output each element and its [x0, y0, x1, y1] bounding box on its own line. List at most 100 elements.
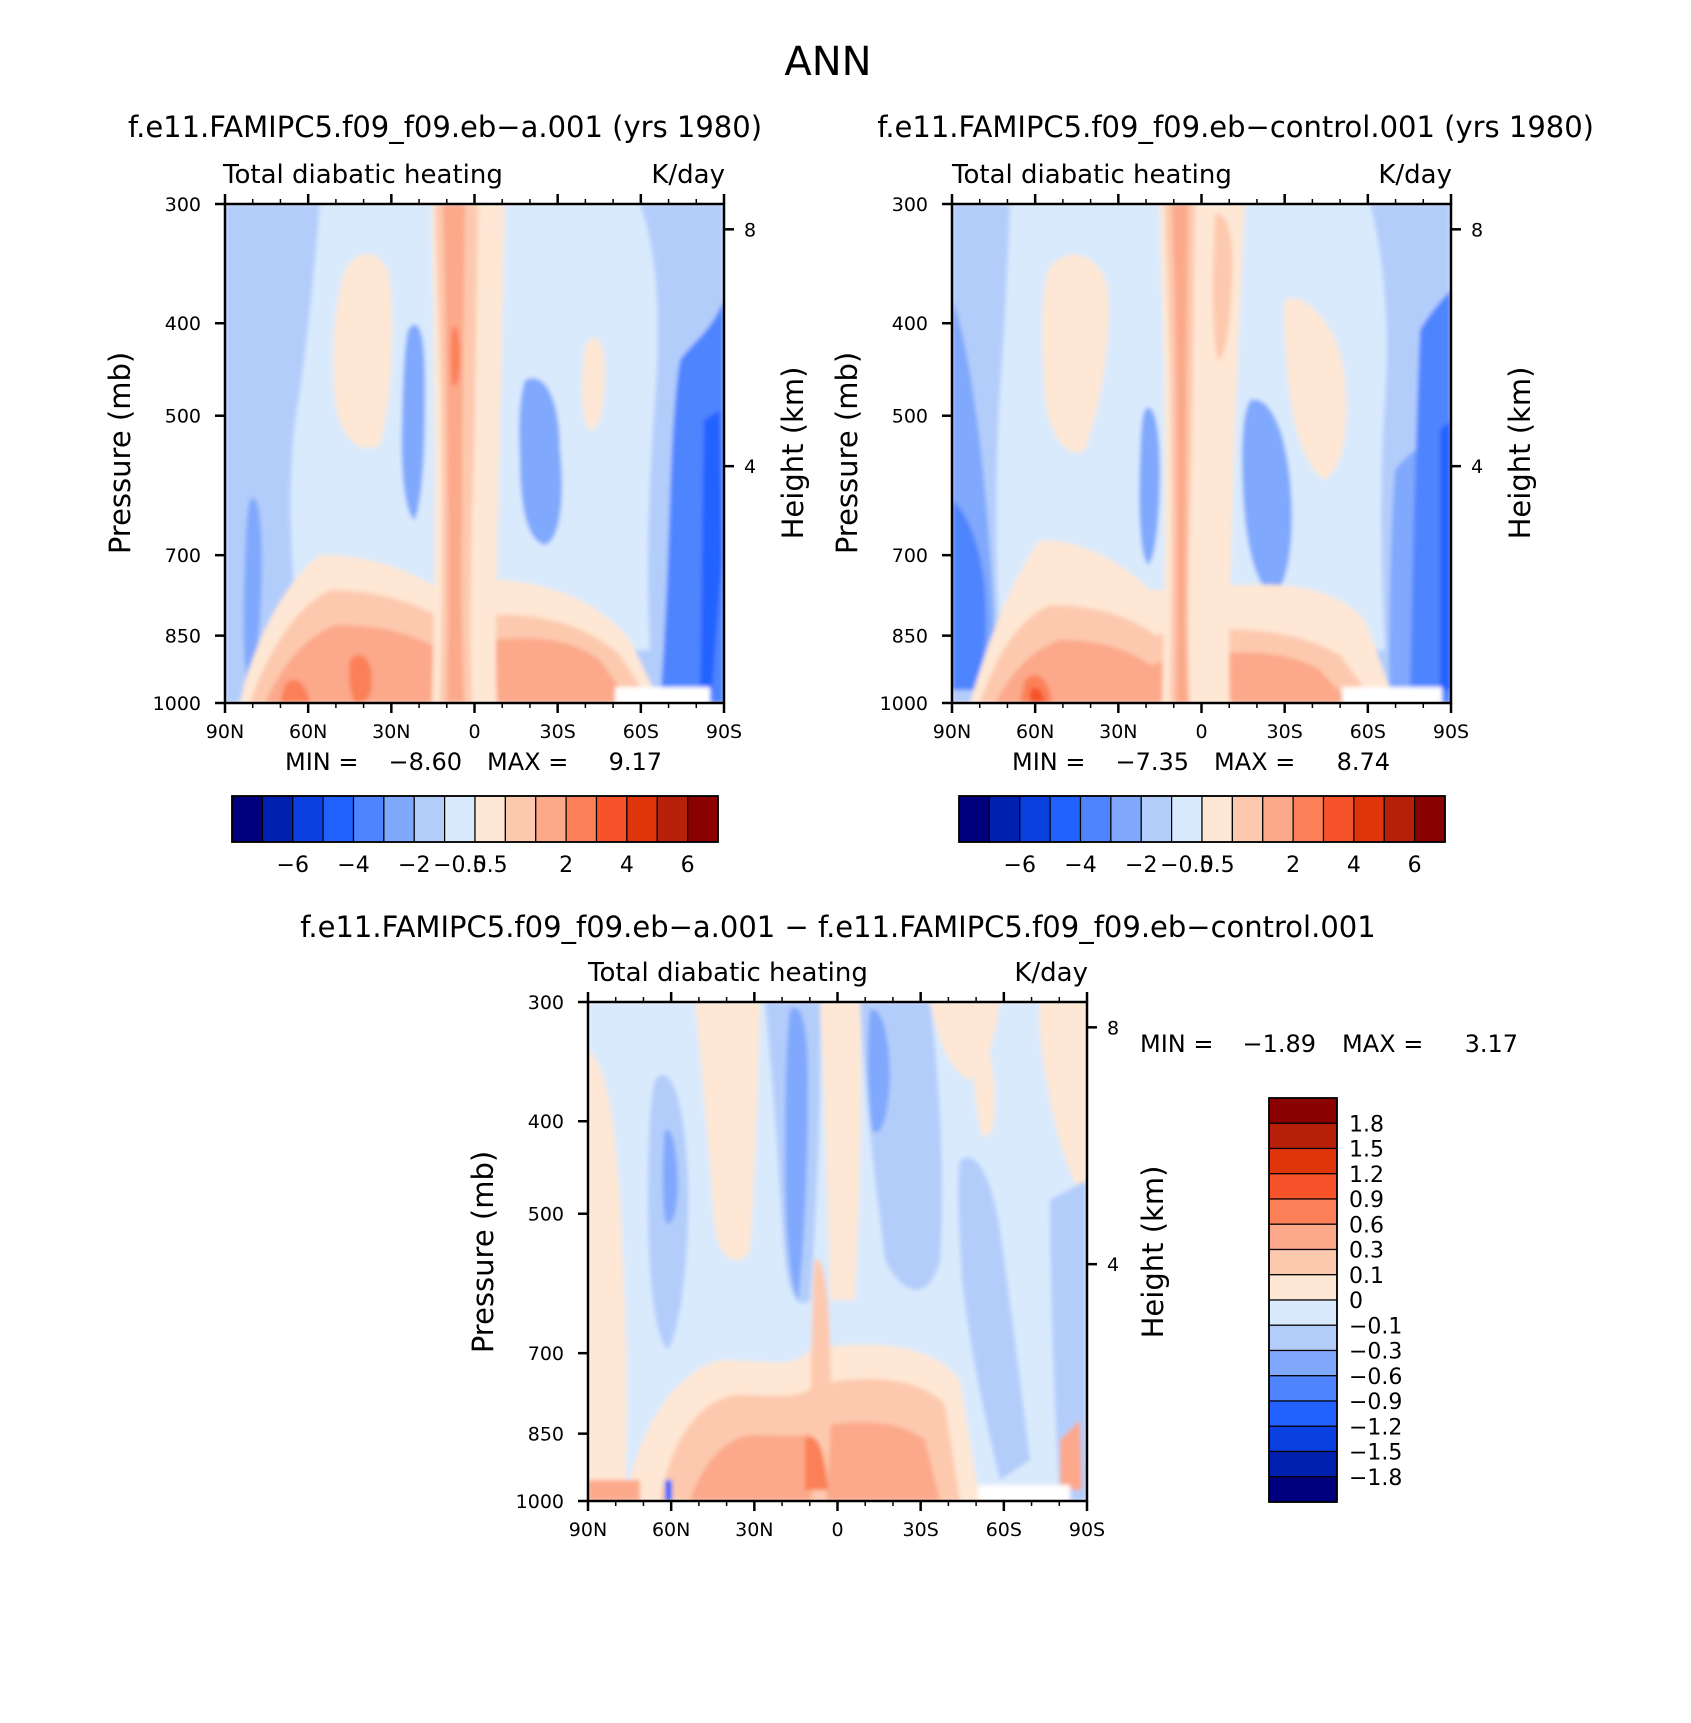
panel-a-max-label: MAX =: [487, 748, 568, 776]
panel-a-field: [225, 204, 724, 703]
panel-b-colorbar: −6 −4 −2 −0.50.5 2 4 6: [958, 795, 1446, 878]
panel-b-ylabel-right: Height (km): [1503, 367, 1537, 540]
colorbar-box: [292, 795, 324, 843]
colorbar-label: 0.5: [473, 853, 508, 878]
colorbar-box: [1171, 795, 1203, 843]
y-tick-label: 500: [892, 406, 928, 428]
panel-a-field-blue-sw: [243, 498, 262, 690]
panel-a-field-missing: [615, 687, 710, 703]
x-tick-label: 30S: [903, 1519, 939, 1541]
colorbar-box: [565, 795, 598, 843]
panel-b-max-label: MAX =: [1214, 748, 1295, 776]
y-tick-label: 1000: [153, 693, 201, 715]
colorbar-box: [1268, 1476, 1338, 1503]
colorbar-box: [322, 795, 355, 843]
panel-a: f.e11.FAMIPC5.f09_f09.eb−a.001 (yrs 1980…: [103, 110, 810, 878]
colorbar-label: 0.6: [1349, 1213, 1384, 1238]
x-tick-label: 60S: [623, 721, 659, 743]
colorbar-box: [1019, 795, 1051, 843]
panel-c-title: f.e11.FAMIPC5.f09_f09.eb−a.001 − f.e11.F…: [300, 910, 1375, 944]
colorbar-label: −0.6: [1349, 1365, 1402, 1390]
panel-a-axes: 90N 60N 30N 0 30S 60S 90S 300 400 500 700 850 1000 8 4: [153, 194, 756, 743]
x-tick-label: 0: [468, 721, 480, 743]
panel-a-ylabel: Pressure (mb): [103, 352, 137, 554]
colorbar-box: [1268, 1375, 1338, 1402]
y-right-tick-label: 4: [1107, 1254, 1119, 1276]
x-tick-label: 30N: [1099, 721, 1137, 743]
y-tick-label: 400: [892, 313, 928, 335]
panel-c-field-mid-blue-2: [867, 1009, 890, 1133]
x-tick-label: 30N: [735, 1519, 773, 1541]
colorbar-label: −1.5: [1349, 1441, 1402, 1466]
colorbar-label: −0.9: [1349, 1390, 1402, 1415]
x-tick-label: 60N: [289, 721, 327, 743]
x-tick-label: 90N: [933, 721, 971, 743]
panel-c-field: [588, 1002, 1087, 1501]
panel-c-field-mid-blue-3: [662, 1129, 678, 1224]
y-tick-label: 500: [165, 406, 201, 428]
colorbar-label: −1.8: [1349, 1466, 1402, 1491]
colorbar-box: [656, 795, 689, 843]
colorbar-label: −2: [1125, 853, 1157, 878]
colorbar-box: [1414, 795, 1446, 843]
colorbar-frame: [958, 795, 1446, 843]
colorbar-label: −6: [277, 853, 309, 878]
panel-c-axes: 90N 60N 30N 0 30S 60S 90S 300 400 500 700 850 1000 8 4: [516, 992, 1119, 1541]
colorbar-box: [352, 795, 385, 843]
x-tick-label: 30S: [540, 721, 576, 743]
panel-c-min-value: −1.89: [1242, 1030, 1316, 1058]
colorbar-label: 0.9: [1349, 1188, 1384, 1213]
colorbar-box: [1268, 1122, 1338, 1150]
y-tick-label: 850: [892, 626, 928, 648]
panel-c-ylabel: Pressure (mb): [466, 1151, 500, 1353]
panel-a-field-light-orange-nw: [333, 253, 393, 448]
colorbar-box: [1268, 1349, 1338, 1377]
panel-a-subtitle-left: Total diabatic heating: [222, 160, 503, 190]
colorbar-label: 4: [1347, 853, 1361, 878]
colorbar-box: [504, 795, 537, 843]
colorbar-label: 6: [1408, 853, 1422, 878]
colorbar-label: 0.1: [1349, 1264, 1384, 1289]
colorbar-box: [1268, 1274, 1338, 1301]
colorbar-box: [1268, 1425, 1338, 1453]
colorbar-box: [958, 795, 990, 843]
x-tick-label: 30S: [1267, 721, 1303, 743]
panel-c-units: K/day: [1014, 958, 1088, 988]
panel-b-max-value: 8.74: [1337, 748, 1390, 776]
y-tick-label: 700: [892, 545, 928, 567]
panel-c-field-warm-upper-1: [695, 1002, 760, 1261]
x-tick-label: 60S: [986, 1519, 1022, 1541]
panel-a-field-light-orange-se: [581, 338, 605, 430]
panel-b-title: f.e11.FAMIPC5.f09_f09.eb−control.001 (yr…: [877, 110, 1594, 144]
panel-c-field-blue-5: [1050, 1180, 1087, 1501]
panel-c-max-value: 3.17: [1465, 1030, 1518, 1058]
panel-a-field-blue-east-dark: [700, 410, 722, 690]
colorbar-box: [231, 795, 263, 843]
y-right-tick-label: 8: [1471, 219, 1483, 241]
colorbar-frame: [1268, 1097, 1338, 1503]
colorbar-box: [1110, 795, 1142, 843]
panel-c-ylabel-right: Height (km): [1136, 1166, 1170, 1339]
colorbar-label: 0.5: [1200, 853, 1235, 878]
colorbar-box: [1268, 1450, 1338, 1478]
colorbar-label: −1.2: [1349, 1415, 1402, 1440]
colorbar-box: [626, 795, 658, 843]
panel-b: f.e11.FAMIPC5.f09_f09.eb−control.001 (yr…: [830, 110, 1594, 878]
page-title: ANN: [784, 39, 871, 85]
colorbar-frame: [231, 795, 719, 843]
panel-c-field-mid-blue-1: [785, 1007, 808, 1300]
x-tick-label: 90N: [206, 721, 244, 743]
panel-a-field-warm-spot-1: [349, 655, 372, 703]
colorbar-label: −0.1: [1349, 1314, 1402, 1339]
colorbar-box: [1292, 795, 1325, 843]
panel-c-field-blue-4: [958, 1157, 1030, 1480]
panel-b-field-light-orange-nw: [1042, 254, 1109, 453]
panel-a-field-blue-column-2: [519, 378, 562, 545]
y-tick-label: 400: [528, 1111, 564, 1133]
panel-c-field-warm-upper-2: [820, 1002, 861, 1300]
panel-c: f.e11.FAMIPC5.f09_f09.eb−a.001 − f.e11.F…: [300, 910, 1518, 1541]
y-tick-label: 300: [892, 194, 928, 216]
panel-c-field-warm-nw-edge: [588, 1480, 640, 1501]
colorbar-label: 1.5: [1349, 1138, 1384, 1163]
panel-b-field: [952, 204, 1451, 703]
